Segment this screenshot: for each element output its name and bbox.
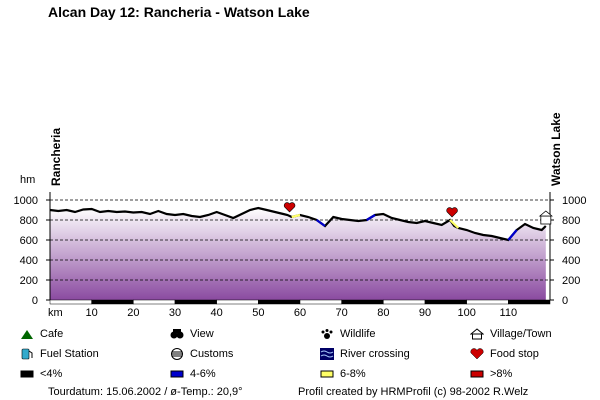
y-tick-label-right: 0 [562, 295, 568, 307]
legend-label: 6-8% [340, 368, 366, 380]
distance-scale-segment [174, 299, 217, 305]
x-tick-label: 10 [86, 307, 98, 319]
distance-scale-segment [133, 299, 176, 305]
legend-item: Cafe [20, 328, 63, 340]
legend-label: Wildlife [340, 328, 376, 340]
x-tick-label: 100 [457, 307, 475, 319]
grade-segment-4-6 [507, 229, 518, 241]
distance-scale-segment [299, 299, 342, 305]
legend-label: >8% [490, 368, 513, 380]
legend-label: 4-6% [190, 368, 216, 380]
legend-label: <4% [40, 368, 63, 380]
legend-item: Village/Town [469, 328, 552, 340]
legend-item: 6-8% [320, 368, 366, 380]
legend-item: View [170, 328, 214, 340]
legend-item: 4-6% [170, 368, 216, 380]
legend-item: >8% [470, 368, 512, 380]
end-location-label: Watson Lake [549, 112, 563, 186]
x-tick-label: 50 [252, 307, 264, 319]
village-town-marker-roof [538, 210, 553, 217]
legend-item: <4% [20, 368, 62, 380]
legend-label: Village/Town [490, 328, 552, 340]
x-tick-label: 90 [419, 307, 431, 319]
x-tick-label: 60 [294, 307, 306, 319]
distance-scale-segment [341, 299, 384, 305]
footer-tour-info: Tourdatum: 15.06.2002 / ø-Temp.: 20,9° [48, 386, 243, 398]
river-icon [320, 348, 334, 361]
x-axis-label: km [48, 307, 63, 319]
village-town-marker [540, 215, 552, 225]
y-tick-label-right: 800 [562, 215, 580, 227]
grade-high-icon [320, 368, 334, 380]
grade-segment-6-8 [449, 219, 460, 229]
legend-item: Wildlife [320, 328, 375, 340]
food-stop-marker [283, 202, 296, 213]
y-tick-label-right: 200 [562, 275, 580, 287]
legend-label: Fuel Station [40, 348, 99, 360]
legend-label: Cafe [40, 328, 64, 340]
cafe-icon [20, 328, 34, 340]
distance-scale-segment [49, 299, 92, 305]
y-axis-label: hm [20, 174, 35, 186]
legend-label: Customs [190, 348, 234, 360]
legend-label: River crossing [340, 348, 410, 360]
legend-item: River crossing [320, 348, 410, 361]
y-tick-label: 1000 [14, 195, 38, 207]
x-tick-label: 70 [336, 307, 348, 319]
y-tick-label: 400 [20, 255, 38, 267]
chart-title: Alcan Day 12: Rancheria - Watson Lake [48, 4, 310, 20]
y-tick-label: 200 [20, 275, 38, 287]
legend-label: Food stop [490, 348, 539, 360]
distance-scale-segment [383, 299, 426, 305]
y-tick-label-right: 1000 [562, 195, 586, 207]
grade-steep-icon [470, 368, 484, 380]
legend-item: Fuel Station [20, 348, 99, 360]
house-icon [469, 328, 485, 340]
paw-icon [320, 328, 334, 340]
grade-segment-6-8 [291, 213, 301, 219]
grade-mid-icon [170, 368, 184, 380]
distance-scale-segment [424, 299, 467, 305]
customs-icon [170, 348, 184, 361]
binoculars-icon [170, 328, 184, 340]
legend-item: Customs [170, 348, 234, 361]
start-location-label: Rancheria [49, 128, 63, 186]
grade-low-icon [20, 368, 34, 380]
footer-credit: Profil created by HRMProfil (c) 98-2002 … [298, 386, 529, 398]
distance-scale-segment [91, 299, 134, 305]
heart-icon [470, 348, 484, 360]
legend-label: View [190, 328, 214, 340]
y-tick-label: 800 [20, 215, 38, 227]
y-tick-label-right: 600 [562, 235, 580, 247]
x-tick-label: 40 [211, 307, 223, 319]
x-tick-label: 30 [169, 307, 181, 319]
food-stop-marker [446, 207, 458, 218]
y-tick-label: 600 [20, 235, 38, 247]
x-tick-label: 20 [127, 307, 139, 319]
grade-segment-4-6 [366, 214, 376, 221]
y-tick-label: 0 [32, 295, 38, 307]
x-tick-label: 110 [500, 307, 518, 319]
distance-scale-segment [258, 299, 301, 305]
y-tick-label-right: 400 [562, 255, 580, 267]
distance-scale-segment [508, 299, 551, 305]
elevation-area [50, 208, 546, 300]
distance-scale-segment [216, 299, 259, 305]
x-tick-label: 80 [377, 307, 389, 319]
grade-segment-4-6 [316, 219, 326, 227]
fuel-icon [20, 348, 34, 360]
distance-scale-segment [466, 299, 509, 305]
legend-item: Food stop [470, 348, 539, 360]
